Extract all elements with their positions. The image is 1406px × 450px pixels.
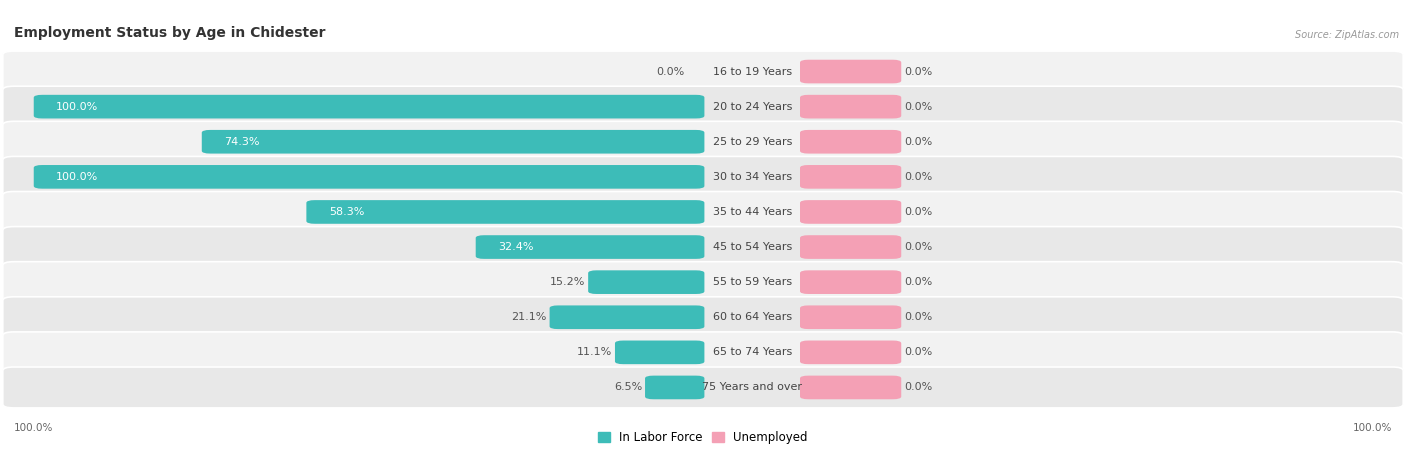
FancyBboxPatch shape [34, 95, 704, 118]
Text: 58.3%: 58.3% [329, 207, 364, 217]
Text: 0.0%: 0.0% [904, 242, 932, 252]
Text: 0.0%: 0.0% [657, 67, 685, 76]
Text: 60 to 64 Years: 60 to 64 Years [713, 312, 792, 322]
Text: 74.3%: 74.3% [225, 137, 260, 147]
FancyBboxPatch shape [800, 200, 901, 224]
FancyBboxPatch shape [202, 130, 704, 153]
Text: 0.0%: 0.0% [904, 172, 932, 182]
FancyBboxPatch shape [800, 165, 901, 189]
Text: 0.0%: 0.0% [904, 382, 932, 392]
Text: 6.5%: 6.5% [614, 382, 643, 392]
FancyBboxPatch shape [800, 60, 901, 83]
Text: 100.0%: 100.0% [56, 172, 98, 182]
FancyBboxPatch shape [800, 341, 901, 364]
FancyBboxPatch shape [3, 367, 1403, 408]
FancyBboxPatch shape [3, 86, 1403, 127]
FancyBboxPatch shape [645, 376, 704, 399]
FancyBboxPatch shape [800, 270, 901, 294]
Legend: In Labor Force, Unemployed: In Labor Force, Unemployed [598, 431, 808, 444]
Text: 0.0%: 0.0% [904, 207, 932, 217]
Text: 0.0%: 0.0% [904, 277, 932, 287]
FancyBboxPatch shape [34, 165, 704, 189]
Text: 100.0%: 100.0% [14, 423, 53, 433]
Text: Source: ZipAtlas.com: Source: ZipAtlas.com [1295, 31, 1399, 40]
FancyBboxPatch shape [3, 262, 1403, 302]
FancyBboxPatch shape [800, 95, 901, 118]
Text: 0.0%: 0.0% [904, 102, 932, 112]
Text: 45 to 54 Years: 45 to 54 Years [713, 242, 792, 252]
FancyBboxPatch shape [614, 341, 704, 364]
Text: 35 to 44 Years: 35 to 44 Years [713, 207, 792, 217]
Text: 15.2%: 15.2% [550, 277, 585, 287]
Text: 0.0%: 0.0% [904, 67, 932, 76]
Text: 21.1%: 21.1% [512, 312, 547, 322]
FancyBboxPatch shape [588, 270, 704, 294]
Text: 25 to 29 Years: 25 to 29 Years [713, 137, 792, 147]
Text: Employment Status by Age in Chidester: Employment Status by Age in Chidester [14, 27, 326, 40]
Text: 30 to 34 Years: 30 to 34 Years [713, 172, 792, 182]
FancyBboxPatch shape [3, 227, 1403, 267]
Text: 65 to 74 Years: 65 to 74 Years [713, 347, 792, 357]
FancyBboxPatch shape [550, 306, 704, 329]
FancyBboxPatch shape [307, 200, 704, 224]
FancyBboxPatch shape [800, 376, 901, 399]
FancyBboxPatch shape [3, 297, 1403, 338]
FancyBboxPatch shape [3, 157, 1403, 197]
Text: 0.0%: 0.0% [904, 312, 932, 322]
FancyBboxPatch shape [3, 192, 1403, 232]
Text: 100.0%: 100.0% [56, 102, 98, 112]
FancyBboxPatch shape [800, 306, 901, 329]
Text: 16 to 19 Years: 16 to 19 Years [713, 67, 792, 76]
Text: 55 to 59 Years: 55 to 59 Years [713, 277, 792, 287]
FancyBboxPatch shape [475, 235, 704, 259]
Text: 20 to 24 Years: 20 to 24 Years [713, 102, 792, 112]
Text: 0.0%: 0.0% [904, 347, 932, 357]
FancyBboxPatch shape [800, 235, 901, 259]
Text: 100.0%: 100.0% [1353, 423, 1392, 433]
Text: 32.4%: 32.4% [498, 242, 534, 252]
Text: 11.1%: 11.1% [576, 347, 612, 357]
FancyBboxPatch shape [3, 122, 1403, 162]
FancyBboxPatch shape [800, 130, 901, 153]
Text: 0.0%: 0.0% [904, 137, 932, 147]
FancyBboxPatch shape [3, 332, 1403, 373]
FancyBboxPatch shape [3, 51, 1403, 92]
Text: 75 Years and over: 75 Years and over [702, 382, 803, 392]
